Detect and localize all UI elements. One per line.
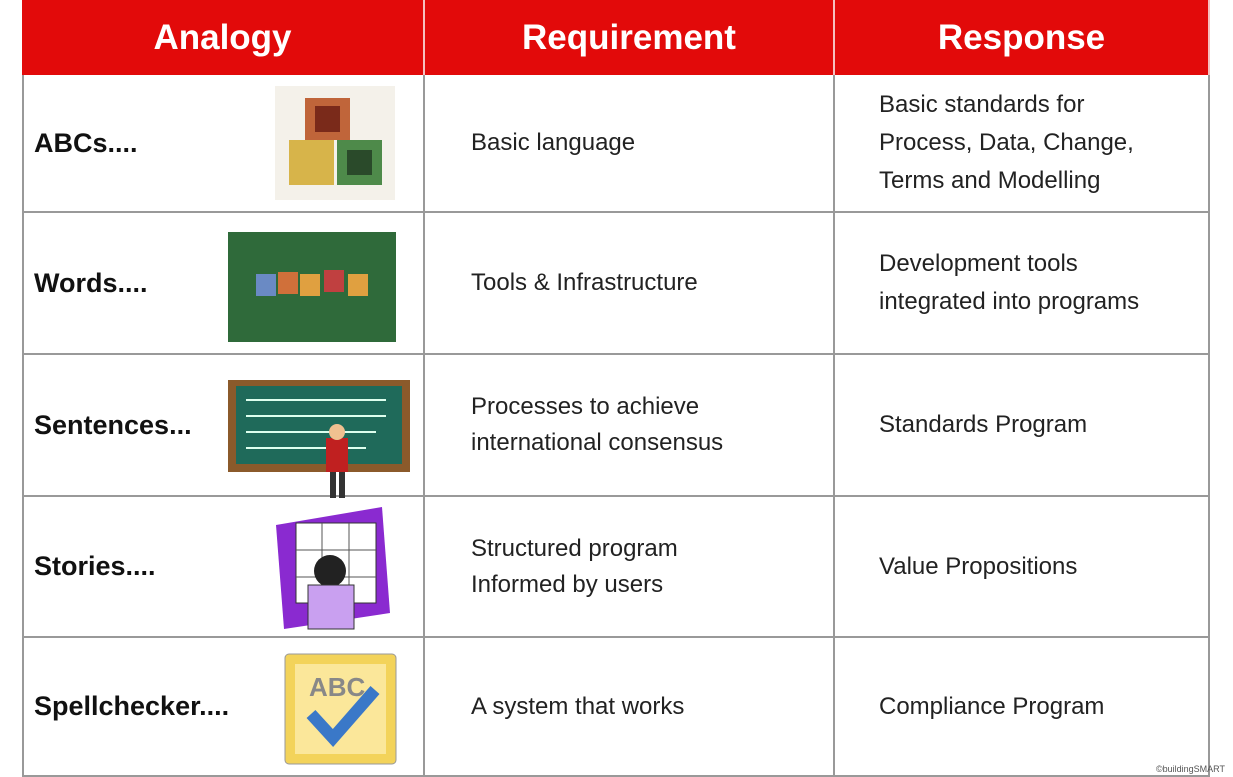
- table-cell: A system that works: [425, 638, 835, 777]
- cell-text: Informed by users: [471, 570, 664, 598]
- table-cell: Tools & Infrastructure: [425, 213, 835, 355]
- cell-text: Standards Program: [879, 411, 1088, 438]
- table-cell: Sentences...: [22, 355, 425, 497]
- words-image: [228, 232, 396, 342]
- cell-text: ABCs....: [34, 127, 138, 158]
- table-cell: Compliance Program: [835, 638, 1210, 777]
- table-cell: Development tools integrated into program…: [835, 213, 1210, 355]
- table-cell: ABCs....: [22, 75, 425, 213]
- cell-text: Terms and Modelling: [879, 167, 1101, 194]
- table-cell: Stories....: [22, 497, 425, 638]
- header-cell: Response: [835, 0, 1210, 75]
- table-cell: Words....: [22, 213, 425, 355]
- header-cell: Requirement: [425, 0, 835, 75]
- table-cell: Structured program Informed by users: [425, 497, 835, 638]
- cell-text: A system that works: [471, 692, 685, 720]
- table-cell: Value Propositions: [835, 497, 1210, 638]
- cell-text: Basic standards for: [879, 91, 1085, 118]
- table-cell: Spellchecker....: [22, 638, 425, 777]
- credit: ©buildingSMART: [1156, 764, 1225, 774]
- stories-image: [276, 507, 390, 630]
- cell-text: Basic language: [471, 129, 636, 156]
- spellcheck-image: ABC: [284, 653, 397, 765]
- cell-text: Tools & Infrastructure: [471, 269, 698, 296]
- abc-blocks-image: [275, 86, 395, 200]
- cell-text: international consensus: [471, 429, 724, 456]
- cell-text: Stories....: [34, 551, 156, 581]
- svg-text:ABC: ABC: [309, 672, 366, 702]
- table-cell: Processes to achieve international consen…: [425, 355, 835, 497]
- cell-text: Sentences...: [34, 409, 192, 440]
- table-cell: Basic standards for Process, Data, Change…: [835, 75, 1210, 213]
- cell-text: Spellchecker....: [34, 691, 230, 721]
- cell-text: Structured program: [471, 534, 678, 562]
- cell-text: Development tools: [879, 250, 1078, 277]
- cell-text: Words....: [34, 267, 148, 298]
- table-cell: Basic language: [425, 75, 835, 213]
- table-cell: Standards Program: [835, 355, 1210, 497]
- cell-text: Processes to achieve: [471, 393, 700, 420]
- cell-text: integrated into programs: [879, 288, 1140, 315]
- header-cell: Analogy: [22, 0, 425, 75]
- cell-text: Process, Data, Change,: [879, 129, 1134, 156]
- chalkboard-image: [228, 380, 410, 498]
- cell-text: Value Propositions: [879, 552, 1078, 580]
- cell-text: Compliance Program: [879, 692, 1105, 720]
